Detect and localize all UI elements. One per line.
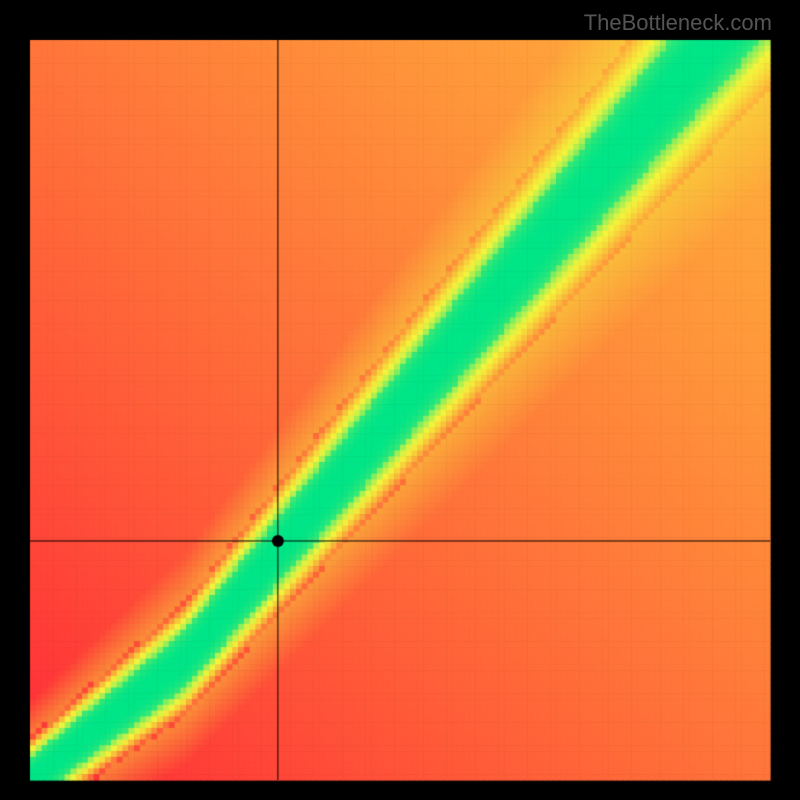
heatmap-canvas — [0, 0, 800, 800]
chart-container: TheBottleneck.com — [0, 0, 800, 800]
watermark-text: TheBottleneck.com — [584, 10, 772, 36]
